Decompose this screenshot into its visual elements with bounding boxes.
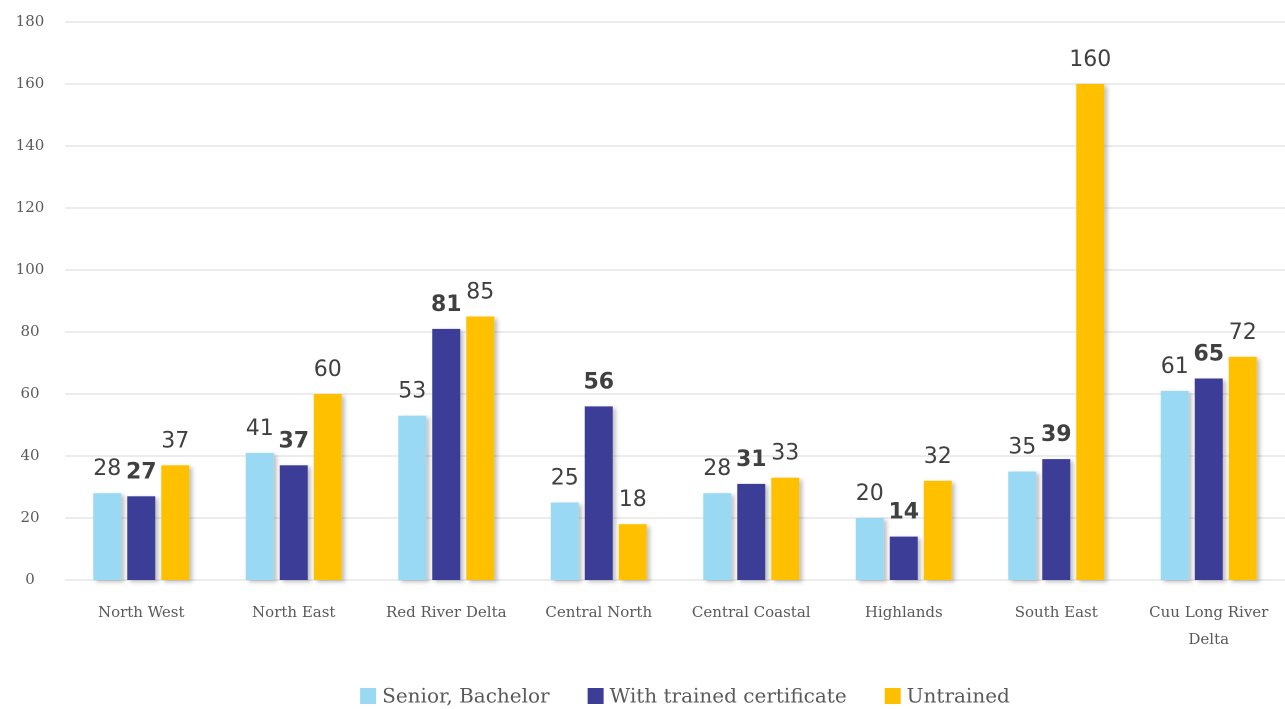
bar xyxy=(618,524,647,580)
data-label: 160 xyxy=(1069,47,1111,72)
y-tick-label: 60 xyxy=(20,384,39,402)
bar xyxy=(1160,390,1189,580)
data-label: 37 xyxy=(161,428,189,453)
data-label: 39 xyxy=(1041,422,1072,447)
bar xyxy=(279,465,308,580)
bar xyxy=(161,465,190,580)
x-tick-label: Highlands xyxy=(865,603,943,621)
data-label: 14 xyxy=(888,500,919,525)
bar xyxy=(466,316,495,580)
y-tick-label: 80 xyxy=(20,322,39,340)
bar xyxy=(1076,84,1105,580)
data-label: 56 xyxy=(583,369,614,394)
y-tick-label: 180 xyxy=(16,12,45,30)
data-label: 27 xyxy=(126,459,157,484)
data-label: 65 xyxy=(1193,342,1224,367)
legend-swatch xyxy=(587,688,604,704)
data-label: 81 xyxy=(431,292,462,317)
data-label: 28 xyxy=(93,456,121,481)
data-label: 53 xyxy=(398,379,426,404)
x-tick-label: Central North xyxy=(545,603,652,621)
data-label: 28 xyxy=(703,456,731,481)
data-label: 31 xyxy=(736,447,767,472)
data-label: 32 xyxy=(924,444,952,469)
bar xyxy=(889,536,918,580)
legend-swatch xyxy=(884,688,901,704)
data-label: 18 xyxy=(619,487,647,512)
data-label: 37 xyxy=(278,428,309,453)
legend-label: With trained certificate xyxy=(610,684,847,708)
y-tick-label: 160 xyxy=(16,74,45,92)
bar xyxy=(1042,459,1071,580)
bar xyxy=(855,518,884,580)
x-tick-label: North West xyxy=(98,603,185,621)
data-label: 60 xyxy=(314,357,342,382)
data-label: 85 xyxy=(466,280,494,305)
data-label: 35 xyxy=(1008,435,1036,460)
x-tick-label: North East xyxy=(252,603,335,621)
bar xyxy=(398,415,427,580)
y-tick-label: 0 xyxy=(25,570,35,588)
data-label: 33 xyxy=(771,441,799,466)
y-tick-label: 120 xyxy=(16,198,45,216)
y-tick-label: 20 xyxy=(20,508,39,526)
bar xyxy=(1008,471,1037,580)
bar xyxy=(313,394,342,580)
data-label: 61 xyxy=(1161,354,1189,379)
x-tick-label: Central Coastal xyxy=(692,603,811,621)
data-label: 25 xyxy=(551,466,579,491)
y-tick-label: 40 xyxy=(20,446,39,464)
bar xyxy=(771,477,800,580)
x-tick-label: Cuu Long River Delta xyxy=(1149,603,1269,648)
bar xyxy=(1194,378,1223,580)
bar xyxy=(432,328,461,580)
bar xyxy=(127,496,156,580)
bar xyxy=(245,452,274,580)
bar xyxy=(1228,356,1257,580)
data-label: 20 xyxy=(856,481,884,506)
legend-label: Senior, Bachelor xyxy=(382,684,550,708)
x-tick-label: South East xyxy=(1015,603,1098,621)
bar xyxy=(703,493,732,580)
y-tick-label: 140 xyxy=(16,136,45,154)
bar xyxy=(93,493,122,580)
bar xyxy=(584,406,613,580)
bar xyxy=(923,480,952,580)
legend-label: Untrained xyxy=(907,684,1010,708)
data-label: 41 xyxy=(246,416,274,441)
x-tick-label: Red River Delta xyxy=(386,603,507,621)
bar xyxy=(550,502,579,580)
data-label: 72 xyxy=(1229,320,1257,345)
bar xyxy=(737,483,766,580)
y-tick-label: 100 xyxy=(16,260,45,278)
legend-swatch xyxy=(360,688,377,704)
